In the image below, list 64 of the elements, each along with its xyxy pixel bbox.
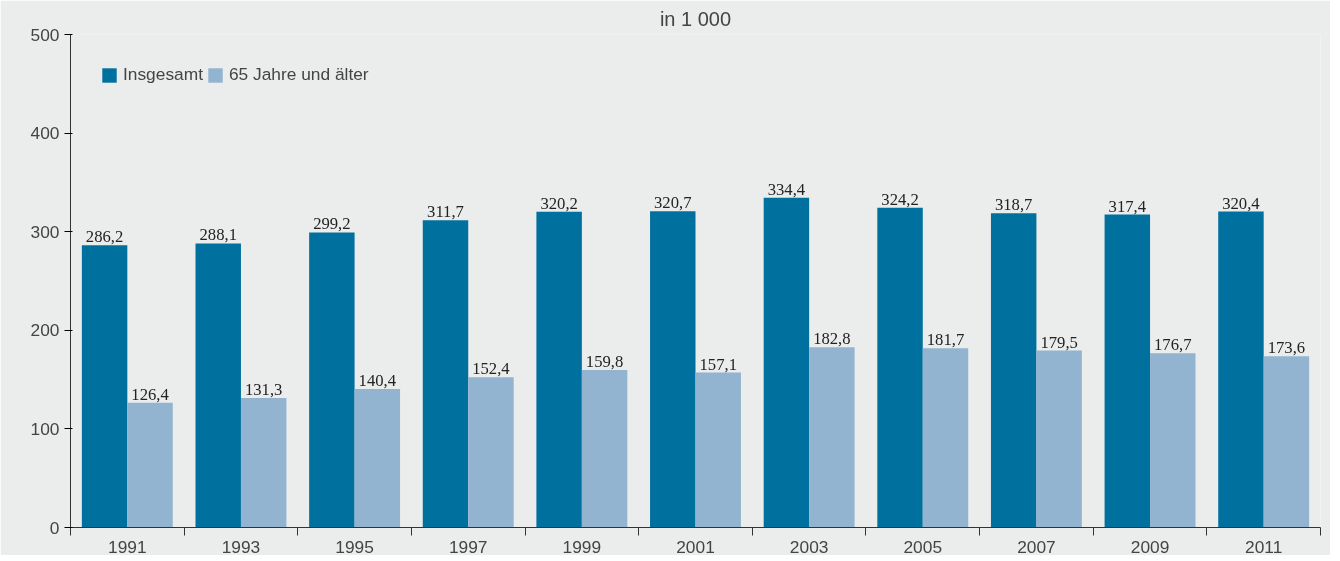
data-label: 159,8 xyxy=(585,351,624,371)
bar xyxy=(922,348,969,528)
bar xyxy=(195,243,241,528)
data-label: 181,7 xyxy=(926,330,965,350)
data-label: 318,7 xyxy=(994,195,1033,215)
data-label: 152,4 xyxy=(472,359,511,379)
data-label: 157,1 xyxy=(699,354,737,374)
data-label: 320,7 xyxy=(654,193,692,213)
bar xyxy=(354,389,401,528)
x-tick-label: 1991 xyxy=(108,536,147,557)
y-tick-label: 400 xyxy=(30,123,60,144)
bar xyxy=(809,347,855,528)
bar xyxy=(422,220,469,528)
data-label: 140,4 xyxy=(358,371,397,391)
data-label: 299,2 xyxy=(313,214,351,234)
data-label: 288,1 xyxy=(199,225,237,245)
data-label: 311,7 xyxy=(427,202,464,222)
bar xyxy=(1104,214,1151,528)
data-label: 334,4 xyxy=(767,179,806,199)
bar xyxy=(1036,350,1082,528)
bar xyxy=(81,245,128,528)
bar xyxy=(309,232,355,528)
x-tick-label: 2009 xyxy=(1130,536,1170,557)
bar xyxy=(990,213,1037,528)
data-label: 182,8 xyxy=(813,329,851,349)
data-label: 126,4 xyxy=(131,384,170,404)
x-tick-label: 1993 xyxy=(221,536,261,557)
x-tick-label: 2005 xyxy=(903,536,943,557)
data-label: 324,2 xyxy=(881,189,919,209)
data-label: 320,2 xyxy=(540,193,578,213)
legend-label: 65 Jahre und älter xyxy=(228,64,369,85)
data-label: 173,6 xyxy=(1267,338,1306,358)
bar xyxy=(127,402,173,528)
bar xyxy=(877,207,923,528)
data-label: 286,2 xyxy=(85,227,124,247)
bar xyxy=(650,211,696,528)
y-tick-label: 100 xyxy=(30,418,60,439)
bar xyxy=(1218,211,1264,528)
bar xyxy=(581,369,628,528)
x-tick-label: 1997 xyxy=(448,536,488,557)
bar xyxy=(695,372,741,528)
data-label: 317,4 xyxy=(1108,196,1147,216)
bar xyxy=(1263,356,1310,528)
chart-title: in 1 000 xyxy=(659,7,732,30)
x-tick-label: 2011 xyxy=(1245,536,1283,557)
x-tick-label: 2003 xyxy=(789,536,829,557)
y-tick-label: 500 xyxy=(30,24,60,45)
legend-label: Insgesamt xyxy=(123,64,203,85)
y-tick-label: 300 xyxy=(30,221,60,242)
data-label: 131,3 xyxy=(244,380,283,400)
bar xyxy=(468,377,514,528)
data-label: 320,4 xyxy=(1222,193,1261,213)
x-tick-label: 1995 xyxy=(335,536,374,557)
data-label: 179,5 xyxy=(1040,332,1078,352)
bar xyxy=(763,197,810,528)
bar xyxy=(240,398,287,528)
bar xyxy=(1150,353,1196,528)
x-tick-label: 1999 xyxy=(562,536,602,557)
y-tick-label: 200 xyxy=(30,320,60,341)
x-tick-label: 2007 xyxy=(1017,536,1056,557)
x-tick-label: 2001 xyxy=(676,536,715,557)
data-label: 176,7 xyxy=(1154,335,1192,355)
bar xyxy=(536,211,582,528)
y-tick-label: 0 xyxy=(49,517,60,538)
